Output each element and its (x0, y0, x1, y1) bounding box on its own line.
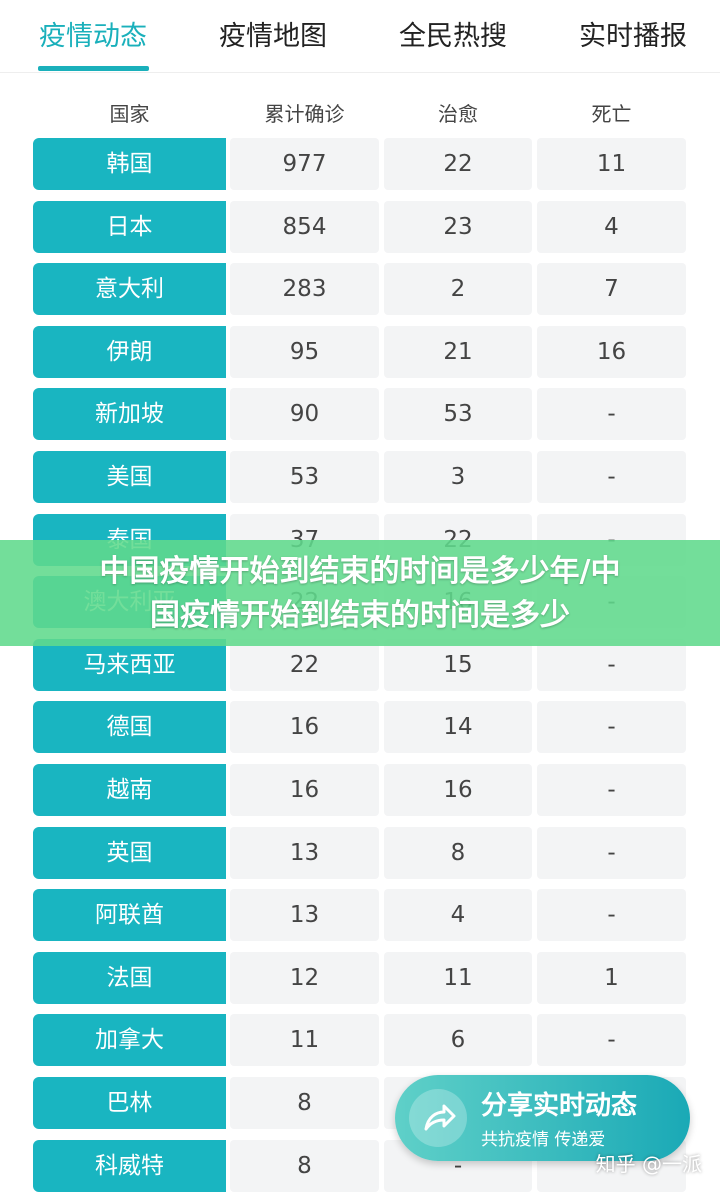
column-header: 死亡 (591, 102, 632, 126)
value-cell: - (537, 638, 686, 691)
value-cell: 53 (230, 451, 379, 503)
country-cell: 越南 (33, 764, 226, 816)
country-cell: 巴林 (33, 1077, 226, 1129)
value-cell: 16 (537, 325, 686, 378)
country-cell: 新加坡 (33, 388, 226, 441)
country-cell: 英国 (33, 826, 226, 879)
tab[interactable]: 疫情动态 (39, 21, 147, 52)
value-cell: 7 (537, 263, 686, 316)
country-cell: 意大利 (33, 263, 226, 316)
value-cell: 2 (384, 263, 532, 316)
country-cell: 马来西亚 (33, 638, 226, 691)
share-icon (409, 1089, 467, 1147)
banner-line: 中国疫情开始到结束的时间是多少年/中 (99, 554, 621, 589)
value-cell: 4 (537, 200, 686, 253)
banner: 中国疫情开始到结束的时间是多少年/中 国疫情开始到结束的时间是多少 (0, 540, 720, 646)
share-title: 分享实时动态 (481, 1091, 638, 1121)
value-cell: 11 (537, 138, 686, 190)
column-header: 治愈 (438, 102, 478, 126)
value-cell: 14 (384, 701, 532, 754)
value-cell: 12 (230, 951, 379, 1004)
value-cell: 8 (230, 1139, 379, 1192)
value-cell: - (537, 764, 686, 816)
value-cell: 16 (230, 764, 379, 816)
value-cell: - (537, 1014, 686, 1067)
column-header: 国家 (109, 102, 150, 126)
share-arrow (424, 1104, 456, 1131)
share-subtitle: 共抗疫情 传递爱 (481, 1130, 606, 1150)
country-cell: 德国 (33, 701, 226, 754)
watermark: 知乎 @一派 (595, 1152, 702, 1176)
value-cell: 22 (230, 638, 379, 691)
value-cell: - (537, 451, 686, 503)
country-cell: 美国 (33, 451, 226, 503)
country-cell: 加拿大 (33, 1014, 226, 1067)
value-cell: - (537, 826, 686, 879)
value-cell: 16 (384, 764, 532, 816)
value-cell: 3 (384, 451, 532, 503)
tab[interactable]: 疫情地图 (219, 21, 327, 52)
country-cell: 阿联酋 (33, 889, 226, 942)
value-cell: 854 (230, 200, 379, 253)
value-cell: 21 (384, 325, 532, 378)
country-cell: 日本 (33, 200, 226, 253)
value-cell: 977 (230, 138, 379, 190)
tab[interactable]: 全民热搜 (399, 21, 507, 52)
country-cell: 科威特 (33, 1139, 226, 1192)
value-cell: 11 (230, 1014, 379, 1067)
value-cell: 8 (384, 826, 532, 879)
value-cell: - (537, 889, 686, 942)
share-button[interactable]: 分享实时动态 共抗疫情 传递爱 (395, 1075, 690, 1161)
value-cell: 1 (537, 951, 686, 1004)
value-cell: 11 (384, 951, 532, 1004)
column-header: 累计确诊 (264, 102, 345, 126)
value-cell: 8 (230, 1077, 379, 1129)
value-cell: 53 (384, 388, 532, 441)
value-cell: 13 (230, 826, 379, 879)
value-cell: 283 (230, 263, 379, 316)
country-cell: 法国 (33, 951, 226, 1004)
country-cell: 伊朗 (33, 325, 226, 378)
value-cell: 13 (230, 889, 379, 942)
tab-underline (38, 66, 149, 71)
banner-line: 国疫情开始到结束的时间是多少 (150, 598, 570, 633)
tab-bar: 疫情动态 疫情地图 全民热搜 实时播报 (0, 0, 720, 73)
value-cell: 23 (384, 200, 532, 253)
value-cell: 95 (230, 325, 379, 378)
value-cell: 22 (384, 138, 532, 190)
value-cell: 4 (384, 889, 532, 942)
value-cell: 16 (230, 701, 379, 754)
value-cell: 90 (230, 388, 379, 441)
value-cell: 6 (384, 1014, 532, 1067)
tab[interactable]: 实时播报 (579, 21, 687, 52)
value-cell: - (537, 701, 686, 754)
country-cell: 韩国 (33, 138, 226, 190)
value-cell: - (537, 388, 686, 441)
value-cell: 15 (384, 638, 532, 691)
